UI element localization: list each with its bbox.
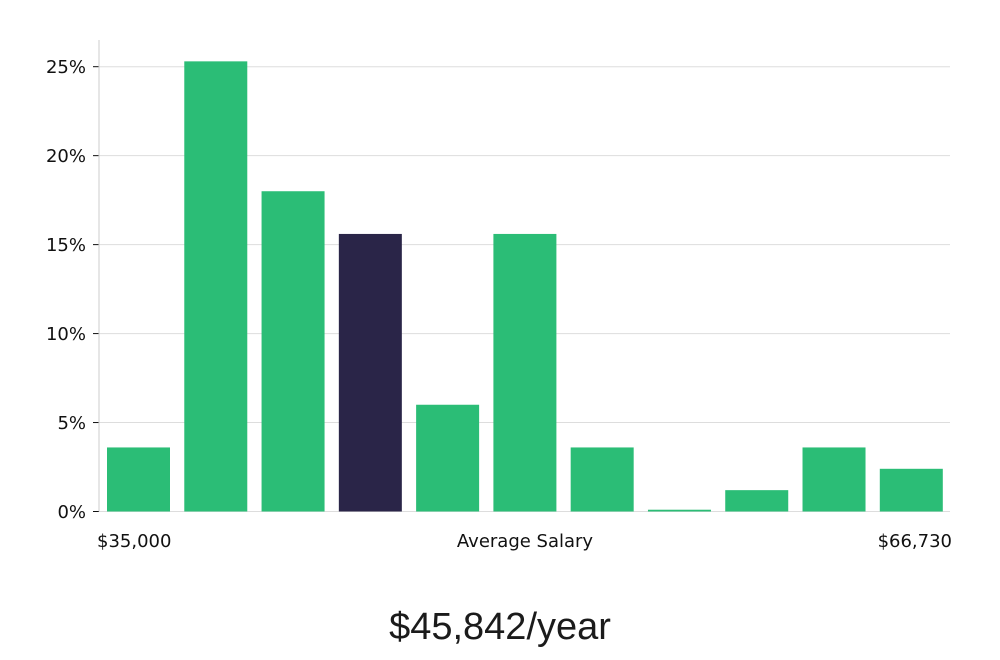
bar xyxy=(493,233,557,512)
y-tick-label: 20% xyxy=(46,146,86,167)
y-axis-ticks: 0% 5% 10% 15% 20% 25% xyxy=(46,57,99,523)
average-salary-value: $45,842/year xyxy=(389,606,611,648)
bar xyxy=(570,447,634,512)
bar xyxy=(879,468,943,512)
bar xyxy=(725,490,789,512)
y-tick-label: 0% xyxy=(57,502,86,523)
x-axis-title: Average Salary xyxy=(457,531,594,552)
y-tick-label: 5% xyxy=(57,413,86,434)
bar-highlighted xyxy=(338,233,402,512)
y-tick-label: 10% xyxy=(46,324,86,345)
x-max-label: $66,730 xyxy=(878,531,952,552)
bar xyxy=(184,61,248,512)
y-tick-label: 15% xyxy=(46,235,86,256)
bar xyxy=(261,191,325,512)
bar xyxy=(416,404,480,512)
y-tick-label: 25% xyxy=(46,57,86,78)
bar xyxy=(107,447,170,512)
bar xyxy=(802,447,866,512)
salary-histogram: 0%5%10%15%20%25% $35,000 Average Salary … xyxy=(46,40,952,552)
x-min-label: $35,000 xyxy=(97,531,171,552)
bars xyxy=(107,61,943,512)
bar xyxy=(647,509,711,512)
